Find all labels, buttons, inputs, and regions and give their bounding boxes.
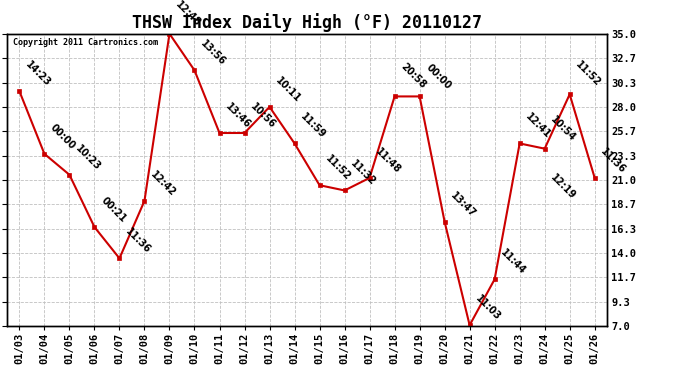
Text: 12:19: 12:19 <box>549 172 578 202</box>
Text: 10:23: 10:23 <box>74 143 103 172</box>
Text: 12:42: 12:42 <box>148 169 177 198</box>
Text: 10:56: 10:56 <box>248 101 277 130</box>
Text: 20:58: 20:58 <box>399 62 428 91</box>
Text: 10:54: 10:54 <box>549 114 578 143</box>
Text: 11:52: 11:52 <box>324 153 353 183</box>
Text: 13:46: 13:46 <box>224 101 253 130</box>
Text: 12:48: 12:48 <box>174 0 203 28</box>
Text: 00:00: 00:00 <box>48 122 77 151</box>
Title: THSW Index Daily High (°F) 20110127: THSW Index Daily High (°F) 20110127 <box>132 13 482 32</box>
Text: 11:36: 11:36 <box>599 146 628 175</box>
Text: 13:47: 13:47 <box>448 190 477 219</box>
Text: 00:00: 00:00 <box>424 62 453 91</box>
Text: 11:44: 11:44 <box>499 248 528 276</box>
Text: 00:21: 00:21 <box>99 195 128 224</box>
Text: 11:03: 11:03 <box>474 293 503 322</box>
Text: 12:41: 12:41 <box>524 112 553 141</box>
Text: 11:48: 11:48 <box>374 146 403 175</box>
Text: 11:52: 11:52 <box>574 60 603 89</box>
Text: Copyright 2011 Cartronics.com: Copyright 2011 Cartronics.com <box>13 38 158 47</box>
Text: 10:11: 10:11 <box>274 75 303 104</box>
Text: 11:32: 11:32 <box>348 159 377 188</box>
Text: 13:56: 13:56 <box>199 39 228 68</box>
Text: 14:23: 14:23 <box>23 59 52 88</box>
Text: 11:36: 11:36 <box>124 226 152 256</box>
Text: 11:59: 11:59 <box>299 112 328 141</box>
